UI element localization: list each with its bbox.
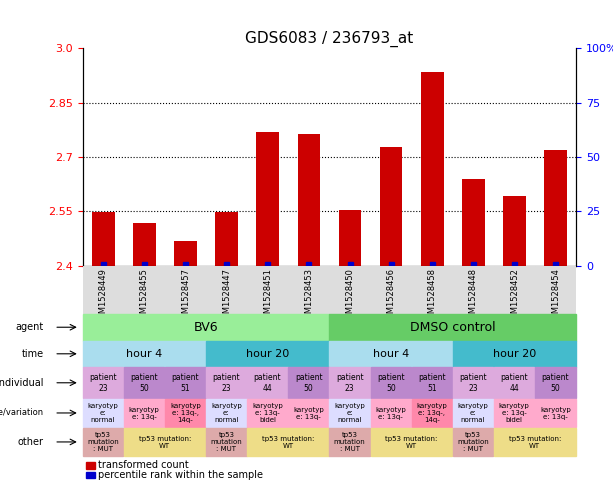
Text: GSM1528458: GSM1528458 — [428, 268, 437, 324]
Text: percentile rank within the sample: percentile rank within the sample — [98, 470, 263, 480]
Text: patient
23: patient 23 — [89, 373, 117, 393]
Bar — [412, 266, 453, 314]
Text: hour 20: hour 20 — [246, 349, 289, 359]
Text: GSM1528452: GSM1528452 — [510, 268, 519, 324]
Bar — [389, 262, 394, 266]
Bar — [348, 262, 352, 266]
Bar — [471, 262, 476, 266]
Bar — [298, 134, 320, 266]
Text: patient
50: patient 50 — [377, 373, 405, 393]
Bar — [142, 262, 147, 266]
Text: time: time — [21, 349, 44, 359]
Text: GSM1528455: GSM1528455 — [140, 268, 149, 324]
Text: tp53 mutation:
WT: tp53 mutation: WT — [262, 436, 314, 449]
Text: karyotyp
e: 13q-
bidel: karyotyp e: 13q- bidel — [499, 403, 530, 423]
Text: tp53
mutation
: MUT: tp53 mutation : MUT — [334, 432, 365, 452]
Text: karyotyp
e:
normal: karyotyp e: normal — [334, 403, 365, 423]
Text: patient
23: patient 23 — [213, 373, 240, 393]
Text: DMSO control: DMSO control — [409, 321, 495, 334]
Text: patient
50: patient 50 — [131, 373, 158, 393]
Text: BV6: BV6 — [194, 321, 218, 334]
Bar — [453, 266, 494, 314]
Bar — [503, 196, 526, 266]
Text: patient
50: patient 50 — [295, 373, 322, 393]
Text: patient
44: patient 44 — [254, 373, 281, 393]
Text: karyotyp
e:
normal: karyotyp e: normal — [211, 403, 242, 423]
Bar — [371, 266, 412, 314]
Bar — [512, 262, 517, 266]
Text: individual: individual — [0, 378, 44, 388]
Bar — [247, 266, 288, 314]
Text: karyotyp
e:
normal: karyotyp e: normal — [458, 403, 489, 423]
Bar — [462, 179, 485, 266]
Bar — [215, 212, 238, 266]
Text: patient
23: patient 23 — [459, 373, 487, 393]
Text: hour 4: hour 4 — [126, 349, 162, 359]
Text: hour 20: hour 20 — [493, 349, 536, 359]
Bar — [224, 262, 229, 266]
Text: patient
51: patient 51 — [418, 373, 446, 393]
Text: GSM1528451: GSM1528451 — [264, 268, 272, 324]
Bar — [183, 262, 188, 266]
Bar — [206, 266, 247, 314]
Text: karyotyp
e: 13q-: karyotyp e: 13q- — [376, 407, 406, 420]
Text: genotype/variation: genotype/variation — [0, 409, 44, 417]
Text: agent: agent — [15, 322, 44, 332]
Text: patient
51: patient 51 — [172, 373, 199, 393]
Bar — [494, 266, 535, 314]
Bar — [86, 472, 94, 478]
Text: karyotyp
e: 13q-: karyotyp e: 13q- — [540, 407, 571, 420]
Text: GSM1528453: GSM1528453 — [305, 268, 313, 324]
Text: karyotyp
e: 13q-: karyotyp e: 13q- — [129, 407, 159, 420]
Text: tp53 mutation:
WT: tp53 mutation: WT — [139, 436, 191, 449]
Text: other: other — [18, 437, 44, 447]
Text: GSM1528448: GSM1528448 — [469, 268, 478, 324]
Text: patient
23: patient 23 — [336, 373, 364, 393]
Text: GSM1528457: GSM1528457 — [181, 268, 190, 324]
Bar — [86, 462, 94, 469]
Bar — [544, 150, 567, 266]
Text: GSM1528450: GSM1528450 — [346, 268, 354, 324]
Bar — [380, 147, 403, 266]
Bar — [92, 212, 115, 266]
Text: tp53
mutation
: MUT: tp53 mutation : MUT — [87, 432, 119, 452]
Text: tp53
mutation
: MUT: tp53 mutation : MUT — [210, 432, 242, 452]
Bar — [421, 72, 444, 266]
Bar — [83, 266, 124, 314]
Bar — [101, 262, 106, 266]
Text: GSM1528447: GSM1528447 — [222, 268, 231, 324]
Text: karyotyp
e: 13q-,
14q-: karyotyp e: 13q-, 14q- — [170, 403, 200, 423]
Bar — [535, 266, 576, 314]
Text: GSM1528456: GSM1528456 — [387, 268, 395, 324]
Text: karyotyp
e: 13q-: karyotyp e: 13q- — [293, 407, 324, 420]
Bar — [124, 266, 165, 314]
Bar — [330, 266, 371, 314]
Text: patient
50: patient 50 — [541, 373, 569, 393]
Bar — [265, 262, 270, 266]
Text: karyotyp
e: 13q-,
14q-: karyotyp e: 13q-, 14q- — [417, 403, 447, 423]
Bar — [430, 262, 435, 266]
Text: tp53 mutation:
WT: tp53 mutation: WT — [509, 436, 561, 449]
Bar — [165, 266, 206, 314]
Text: GSM1528454: GSM1528454 — [551, 268, 560, 324]
Text: patient
44: patient 44 — [500, 373, 528, 393]
Bar — [133, 223, 156, 266]
Text: GSM1528449: GSM1528449 — [99, 268, 108, 324]
Text: tp53
mutation
: MUT: tp53 mutation : MUT — [457, 432, 489, 452]
Bar — [339, 210, 361, 266]
Text: transformed count: transformed count — [98, 460, 189, 470]
Text: karyotyp
e:
normal: karyotyp e: normal — [88, 403, 118, 423]
Bar — [306, 262, 311, 266]
Text: karyotyp
e: 13q-
bidel: karyotyp e: 13q- bidel — [252, 403, 283, 423]
Bar — [174, 241, 197, 266]
Title: GDS6083 / 236793_at: GDS6083 / 236793_at — [245, 31, 414, 47]
Text: tp53 mutation:
WT: tp53 mutation: WT — [385, 436, 438, 449]
Text: hour 4: hour 4 — [373, 349, 409, 359]
Bar — [553, 262, 558, 266]
Bar — [256, 132, 279, 266]
Bar — [288, 266, 330, 314]
